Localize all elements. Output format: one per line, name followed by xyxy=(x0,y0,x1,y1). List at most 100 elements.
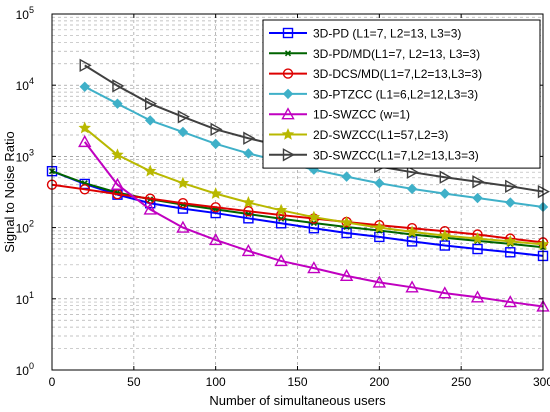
data-point xyxy=(439,170,452,184)
diamond-marker xyxy=(282,88,294,100)
legend-entry: 3D-PD (L1=7, L2=13, L3=3) xyxy=(269,27,461,41)
data-point xyxy=(341,227,352,239)
data-point xyxy=(112,79,125,93)
y-tick-base: 10 xyxy=(16,222,30,236)
data-point xyxy=(243,205,254,217)
y-tick-base: 10 xyxy=(16,8,30,22)
data-point xyxy=(78,134,92,148)
data-point xyxy=(274,254,288,267)
data-point xyxy=(503,295,517,308)
data-point xyxy=(79,184,90,195)
legend-label: 1D-SWZCC (w=1) xyxy=(313,108,410,122)
data-point xyxy=(210,122,223,137)
y-tick-label: 105 xyxy=(16,5,34,22)
data-point xyxy=(472,243,483,255)
data-point xyxy=(438,286,452,299)
y-tick-label: 102 xyxy=(16,219,34,236)
y-tick-base: 10 xyxy=(16,293,30,307)
x-tick-label: 200 xyxy=(369,375,389,389)
y-tick-exponent: 5 xyxy=(29,5,34,15)
data-point xyxy=(340,215,353,228)
y-tick-label: 103 xyxy=(16,147,34,164)
legend-label: 3D-PD/MD(L1=7, L2=13, L3=3) xyxy=(313,47,480,61)
y-tick-base: 10 xyxy=(16,364,30,378)
y-tick-label: 101 xyxy=(16,290,34,307)
legend-entry: 3D-SWZCC(L1=7,L2=13,L3=3) xyxy=(269,148,479,162)
data-point xyxy=(208,233,223,246)
y-tick-label: 104 xyxy=(16,76,34,93)
legend: 3D-PD (L1=7, L2=13, L3=3) 3D-PD/MD(L1=7, … xyxy=(262,19,541,169)
x-tick-label: 100 xyxy=(206,375,226,389)
data-point xyxy=(143,202,157,215)
legend-label: 3D-DCS/MD(L1=7,L2=13,L3=3) xyxy=(313,67,482,81)
data-point xyxy=(472,192,483,204)
y-tick-exponent: 0 xyxy=(29,361,34,371)
data-point xyxy=(243,148,254,159)
data-point xyxy=(372,275,387,288)
data-point xyxy=(112,98,123,109)
y-tick-base: 10 xyxy=(16,150,30,164)
series-line xyxy=(83,141,544,308)
legend-entry: 2D-SWZCC(L1=57,L2=3) xyxy=(269,127,448,142)
legend-entry: 3D-PD/MD(L1=7, L2=13, L3=3) xyxy=(269,47,480,61)
series-6 xyxy=(78,121,550,250)
legend-box xyxy=(262,19,541,169)
data-point xyxy=(177,110,190,124)
data-point xyxy=(79,58,92,73)
data-point xyxy=(406,165,420,179)
data-point xyxy=(504,234,517,247)
data-point xyxy=(472,175,485,189)
x-tick-label: 0 xyxy=(49,375,56,389)
y-axis-label: Signal to Noise Ratio xyxy=(2,131,17,252)
series-line xyxy=(51,170,544,257)
data-point xyxy=(471,232,484,244)
data-point xyxy=(241,243,256,257)
data-point xyxy=(307,210,321,223)
x-marker xyxy=(284,50,292,57)
x-tick-label: 250 xyxy=(451,375,471,389)
data-point xyxy=(210,202,221,213)
data-point xyxy=(374,231,385,243)
data-point xyxy=(439,240,450,251)
data-point xyxy=(339,268,354,282)
data-point xyxy=(374,178,385,189)
x-tick-label: 300 xyxy=(533,375,550,389)
y-tick-label: 100 xyxy=(16,361,34,378)
legend-label: 3D-PD (L1=7, L2=13, L3=3) xyxy=(313,27,461,41)
data-point xyxy=(439,188,451,199)
data-point xyxy=(144,97,158,111)
data-point xyxy=(243,131,256,145)
x-tick-label: 150 xyxy=(287,375,307,389)
data-point xyxy=(406,236,418,247)
data-point xyxy=(278,215,285,222)
circle-marker xyxy=(282,68,294,79)
data-point xyxy=(242,195,255,208)
data-point xyxy=(144,115,156,126)
legend-label: 3D-SWZCC(L1=7,L2=13,L3=3) xyxy=(313,148,479,162)
y-tick-exponent: 3 xyxy=(29,147,34,157)
y-tick-exponent: 2 xyxy=(29,219,34,229)
data-point xyxy=(79,81,90,92)
data-point xyxy=(176,176,190,189)
legend-label: 3D-PTZCC (L1=6,L2=12,L3=3) xyxy=(313,87,478,101)
legend-entry: 3D-PTZCC (L1=6,L2=12,L3=3) xyxy=(269,87,478,101)
data-point xyxy=(111,148,124,161)
data-point xyxy=(405,225,419,238)
y-tick-exponent: 1 xyxy=(29,290,34,300)
square-marker xyxy=(282,27,294,39)
data-point xyxy=(341,171,352,182)
data-point xyxy=(438,229,452,241)
legend-entry: 3D-DCS/MD(L1=7,L2=13,L3=3) xyxy=(269,67,482,81)
legend-label: 2D-SWZCC(L1=57,L2=3) xyxy=(313,128,448,142)
x-tick-label: 50 xyxy=(127,375,141,389)
star-marker xyxy=(281,127,295,140)
data-point xyxy=(373,221,386,233)
data-point xyxy=(209,187,222,199)
data-point xyxy=(176,220,190,233)
data-point xyxy=(177,198,189,209)
data-point xyxy=(274,203,288,216)
data-point xyxy=(78,121,91,134)
